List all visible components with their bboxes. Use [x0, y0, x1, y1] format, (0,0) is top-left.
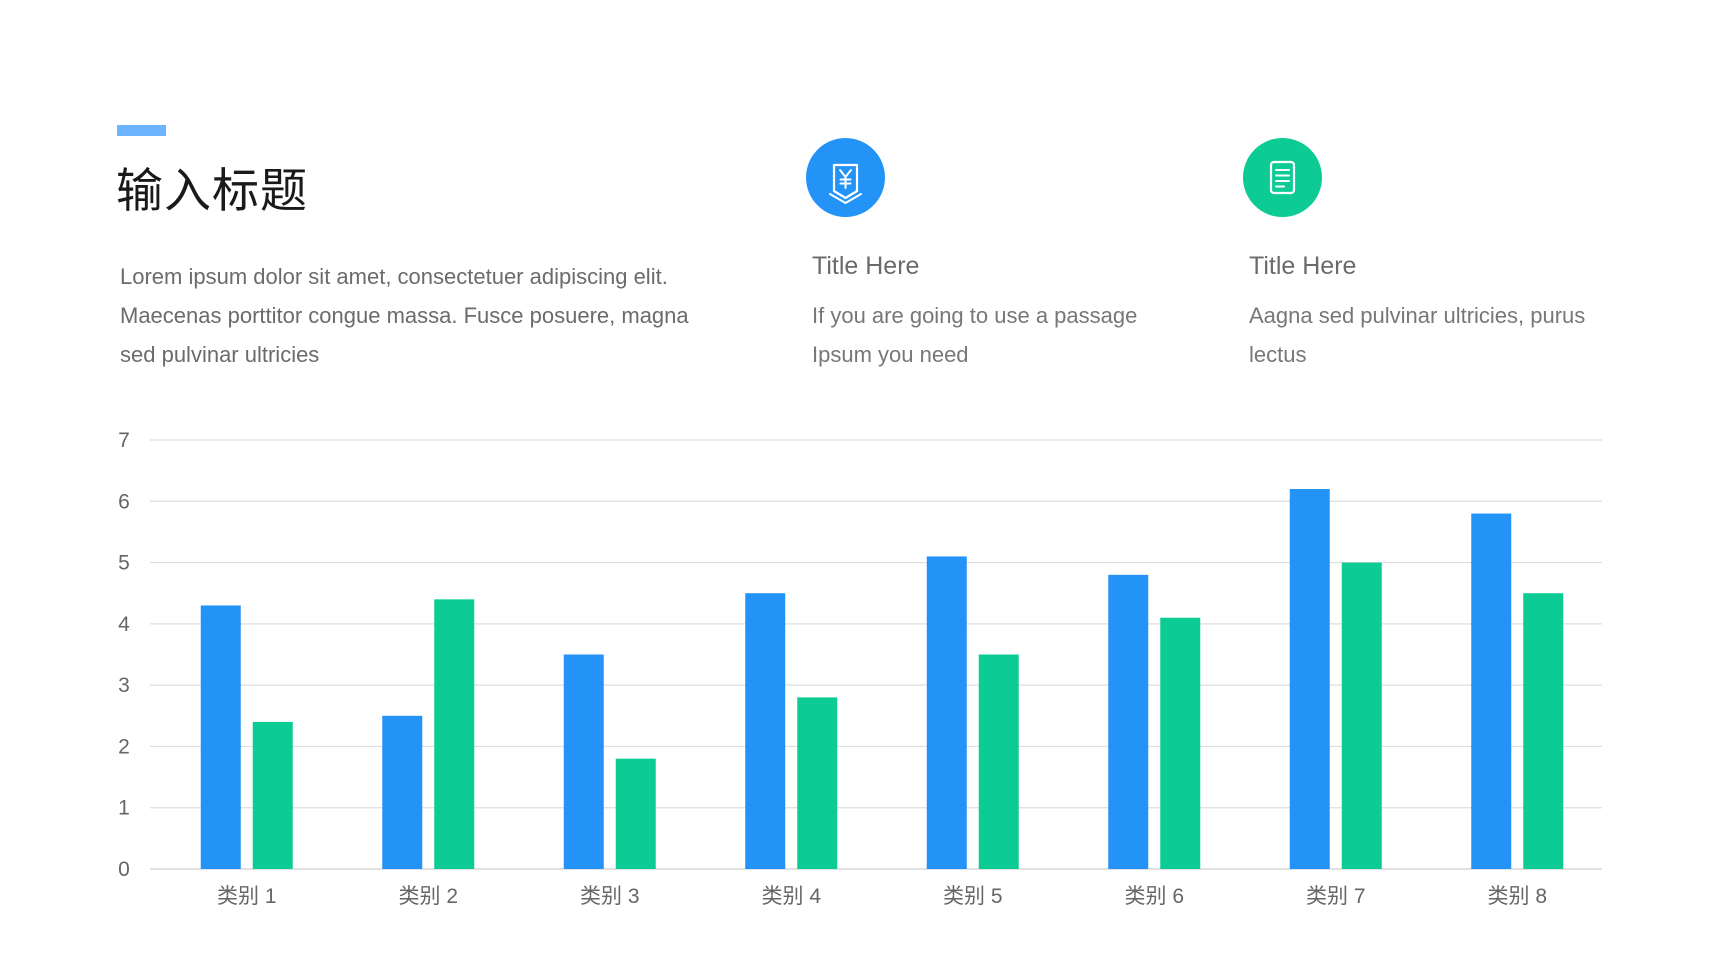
- document-icon: [1243, 138, 1322, 217]
- bar-series2-1: [252, 721, 293, 869]
- bar-series1-6: [1108, 574, 1149, 869]
- x-tick-label: 类别 8: [1487, 885, 1547, 908]
- bar-series2-3: [615, 758, 656, 869]
- feature-1: Title Here If you are going to use a pas…: [806, 138, 1137, 367]
- bar-series2-2: [434, 599, 475, 869]
- bar-series1-7: [1289, 489, 1330, 869]
- y-tick-label: 7: [118, 429, 130, 452]
- bar-series1-3: [563, 654, 604, 869]
- bar-series1-1: [200, 605, 241, 869]
- y-tick-label: 3: [118, 674, 130, 697]
- x-tick-label: 类别 2: [398, 885, 458, 908]
- feature-2-text: Aagna sed pulvinar ultricies, purus lect…: [1249, 303, 1586, 367]
- bar-series1-4: [745, 593, 786, 869]
- x-tick-label: 类别 1: [217, 885, 277, 908]
- bar-series1-5: [926, 556, 967, 869]
- x-tick-label: 类别 7: [1306, 885, 1366, 908]
- x-tick-label: 类别 3: [580, 885, 640, 908]
- x-tick-label: 类别 5: [943, 885, 1003, 908]
- receipt-yen-icon: [806, 138, 885, 217]
- intro-paragraph: Lorem ipsum dolor sit amet, consectetuer…: [120, 264, 689, 367]
- feature-1-text: If you are going to use a passage Ipsum …: [812, 303, 1138, 367]
- title-accent-bar: [117, 125, 166, 136]
- feature-2: Title Here Aagna sed pulvinar ultricies,…: [1243, 138, 1585, 367]
- label-layer: 0 1 2 3 4 5 6 7 类别 1 类别 2 类别 3 类别 4 类别 5 类别 6 类别 7 类别 8: [118, 429, 1547, 908]
- feature-1-title: Title Here: [812, 252, 920, 280]
- bar-series2-4: [797, 697, 838, 869]
- grid-layer: [150, 439, 1602, 870]
- bar-series1-2: [382, 715, 423, 869]
- y-tick-label: 4: [118, 613, 130, 636]
- bar-series2-6: [1160, 617, 1201, 869]
- bar-layer: [200, 489, 1564, 869]
- y-tick-label: 1: [118, 797, 130, 820]
- page-title: 输入标题: [116, 164, 308, 219]
- y-tick-label: 5: [118, 552, 130, 575]
- bar-series2-7: [1341, 562, 1382, 869]
- x-tick-label: 类别 4: [761, 885, 821, 908]
- bar-series1-8: [1471, 513, 1512, 869]
- bar-series2-5: [978, 654, 1019, 869]
- feature-2-title: Title Here: [1249, 252, 1357, 280]
- y-tick-label: 2: [118, 735, 130, 758]
- x-tick-label: 类别 6: [1124, 885, 1184, 908]
- bar-series2-8: [1523, 593, 1564, 869]
- y-tick-label: 0: [118, 858, 130, 881]
- y-tick-label: 6: [118, 490, 130, 513]
